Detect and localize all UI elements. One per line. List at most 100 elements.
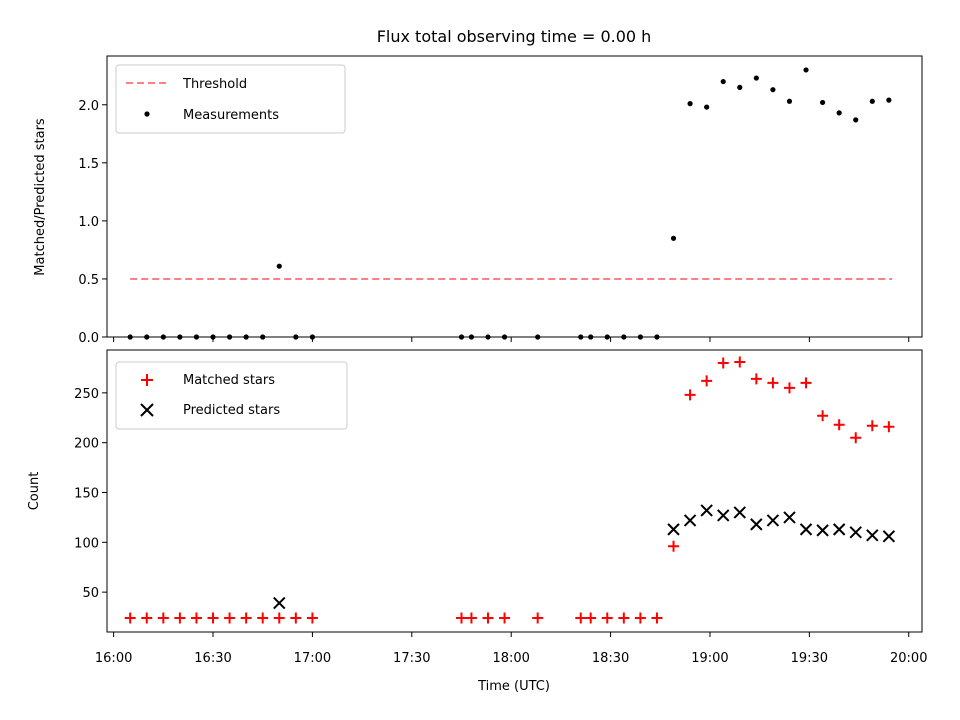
x-tick-label: 17:30	[393, 651, 430, 666]
chart-title: Flux total observing time = 0.00 h	[377, 27, 652, 46]
matched-star-point	[306, 612, 318, 624]
count-legend: Matched stars Predicted stars	[115, 361, 348, 430]
matched-star-point	[701, 375, 713, 387]
matched-star-point	[651, 612, 663, 624]
predicted-star-point	[882, 530, 896, 543]
matched-star-point	[783, 382, 795, 394]
matched-star-point	[532, 612, 544, 624]
count-legend-box	[115, 361, 348, 430]
matched-star-point	[465, 612, 477, 624]
matched-star-point	[224, 612, 236, 624]
ratio-y-tick-label: 0.5	[78, 273, 99, 288]
matched-star-point	[866, 420, 878, 432]
matched-star-point	[455, 612, 467, 624]
x-tick-label: 16:30	[194, 651, 231, 666]
measurement-point	[276, 263, 282, 269]
measurement-point	[588, 334, 594, 340]
predicted-star-point	[799, 523, 813, 536]
measurements-legend-label: Measurements	[183, 108, 279, 123]
ratio-legend-box	[115, 64, 346, 134]
measurement-point	[468, 334, 475, 340]
predicted-star-point	[700, 504, 713, 517]
measurements-legend-swatch	[144, 111, 150, 117]
x-tick-label: 16:00	[95, 651, 132, 666]
matched-star-point	[499, 612, 511, 624]
matched-star-point	[850, 432, 862, 444]
matched-star-point	[734, 356, 746, 368]
matched-star-point	[618, 612, 630, 624]
measurement-point	[753, 75, 759, 81]
x-tick-label: 18:30	[592, 651, 629, 666]
matched-legend-swatch	[141, 374, 153, 386]
predicted-star-point	[766, 514, 780, 527]
matched-star-point	[257, 612, 269, 624]
matched-star-point	[684, 389, 696, 401]
measurement-point	[621, 334, 627, 340]
matched-legend-label: Matched stars	[183, 373, 275, 388]
measurement-point	[226, 334, 233, 340]
matched-star-point	[585, 612, 597, 624]
ratio-panel-x-ticks	[113, 337, 910, 342]
count-y-tick-label: 100	[74, 536, 99, 551]
measurement-point	[869, 98, 875, 104]
count-y-axis-label: Count	[27, 472, 42, 511]
measurement-point	[458, 334, 465, 340]
measurement-point	[654, 334, 660, 340]
count-y-tick-label: 50	[82, 586, 99, 601]
ratio-panel-y-axis: 0.0 0.5 1.0 1.5 2.0	[78, 99, 107, 346]
matched-star-point	[273, 612, 285, 624]
x-tick-label: 19:00	[691, 651, 728, 666]
matched-star-point	[240, 612, 252, 624]
ratio-y-tick-label: 1.5	[78, 157, 99, 172]
measurement-point	[737, 84, 743, 90]
measurement-point	[720, 78, 726, 85]
measurement-point	[637, 334, 643, 340]
count-panel: 50 100 150 200 250 16:00 16:30 17:00 17:30 18:00…	[27, 349, 927, 694]
measurement-point	[177, 334, 183, 340]
count-panel-x-axis: 16:00 16:30 17:00 17:30 18:00 18:30 19:00 19:30…	[95, 632, 927, 666]
matched-star-point	[207, 612, 219, 624]
count-panel-y-axis: 50 100 150 200 250	[74, 387, 107, 601]
predicted-star-point	[849, 526, 862, 539]
ratio-y-tick-label: 1.0	[78, 215, 99, 230]
predicted-legend-swatch	[140, 403, 154, 417]
predicted-star-point	[717, 509, 730, 522]
ratio-y-axis-label: Matched/Predicted stars	[33, 118, 48, 276]
measurement-point	[770, 87, 776, 93]
matched-star-point	[883, 421, 895, 433]
count-y-tick-label: 250	[74, 387, 99, 402]
x-tick-label: 20:00	[890, 651, 927, 666]
ratio-panel-frame	[106, 55, 923, 338]
matched-star-point	[767, 377, 779, 389]
count-panel-frame	[106, 349, 923, 633]
ratio-panel: 0.00.51.01.52.0 Matched/Predicted stars …	[33, 55, 923, 346]
threshold-legend-label: Threshold	[182, 77, 247, 92]
measurement-point	[604, 334, 610, 340]
predicted-star-point	[733, 506, 746, 519]
matched-star-point	[482, 612, 494, 624]
matched-star-point	[817, 410, 829, 422]
measurement-point	[293, 334, 299, 340]
matched-star-point	[750, 373, 762, 385]
matched-star-point	[833, 419, 845, 431]
predicted-star-point	[273, 596, 286, 610]
matched-star-point	[575, 612, 587, 624]
measurement-point	[803, 67, 809, 73]
predicted-legend-label: Predicted stars	[183, 403, 280, 418]
matched-star-point	[124, 612, 136, 624]
measurement-point	[853, 117, 859, 123]
matched-star-point	[190, 612, 202, 624]
ratio-legend: Threshold Measurements	[115, 64, 346, 134]
measurement-point	[144, 334, 150, 340]
matched-star-point	[174, 612, 186, 624]
ratio-y-tick-label: 2.0	[78, 99, 99, 114]
predicted-star-point	[783, 511, 796, 524]
matched-star-point	[634, 612, 646, 624]
measurement-point	[687, 101, 693, 107]
measurement-point	[786, 98, 793, 104]
matched-star-point	[290, 612, 302, 624]
x-tick-label: 19:30	[791, 651, 828, 666]
measurement-point	[243, 334, 249, 340]
x-axis-label: Time (UTC)	[477, 679, 550, 694]
predicted-star-point	[866, 529, 879, 542]
